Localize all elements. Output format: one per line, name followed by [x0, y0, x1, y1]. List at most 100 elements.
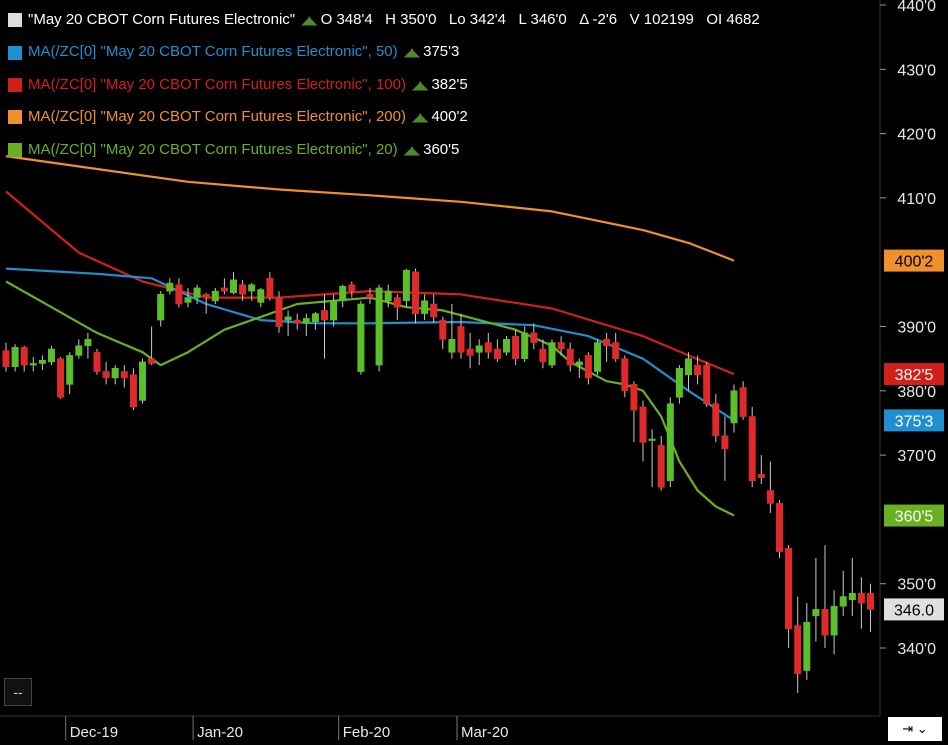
legend-label-ma100: MA(/ZC[0] "May 20 CBOT Corn Futures Elec… [28, 75, 406, 93]
candle-body [621, 358, 629, 392]
candle-body [357, 303, 365, 372]
candle-body [566, 348, 574, 366]
candle-body [2, 350, 10, 367]
price-marker [884, 409, 944, 432]
candle-body [866, 593, 874, 610]
price-marker [884, 504, 944, 527]
candle-body [748, 416, 756, 482]
candle-body [29, 363, 37, 366]
chart-grid [0, 0, 881, 717]
candle-body [411, 271, 419, 314]
candle-body [657, 445, 665, 488]
candle-body [47, 348, 55, 363]
candle-body [166, 282, 174, 292]
candle-body [794, 625, 802, 675]
price-marker-label: 346.0 [894, 602, 934, 619]
candle-body [84, 339, 92, 347]
candle-body [593, 342, 601, 372]
y-axis: 340'0 350'0 370'0 380'0 390'0 410'0 420'0 430'0… [880, 0, 936, 658]
candle-body [448, 339, 456, 353]
candle-body [575, 361, 583, 366]
price-marker-label: 382'5 [895, 367, 934, 384]
candle-body [857, 593, 865, 604]
ma-line [5, 190, 735, 376]
candle-body [612, 342, 620, 359]
candle-body [129, 374, 137, 408]
candle-body [666, 403, 674, 482]
expand-settings-icon: ⇥ ⌄ [902, 721, 928, 736]
candle-body [366, 294, 374, 298]
candle-body [111, 367, 119, 379]
candle-body [375, 287, 383, 366]
candle-body [648, 438, 656, 441]
candle-body [475, 345, 483, 353]
y-tick-label: 380'0 [897, 384, 936, 401]
candle-body [320, 310, 328, 321]
candle-body [775, 503, 783, 552]
candle-body [430, 303, 438, 318]
legend-row-ma100[interactable]: MA(/ZC[0] "May 20 CBOT Corn Futures Elec… [8, 69, 760, 101]
candle-body [284, 316, 292, 321]
candle-body [239, 284, 247, 295]
candle-body [548, 342, 556, 366]
candle-body [521, 332, 529, 359]
ma-line [5, 280, 735, 517]
candle-body [330, 300, 338, 321]
candle-body [66, 355, 74, 385]
legend-row-ma20[interactable]: MA(/ZC[0] "May 20 CBOT Corn Futures Elec… [8, 134, 760, 166]
candle-body [202, 294, 210, 298]
candle-body [730, 390, 738, 424]
candle-body [248, 284, 256, 292]
candle-body [148, 358, 156, 364]
candle-body [766, 490, 774, 504]
candle-body [302, 318, 310, 324]
chart-menu-label: -- [13, 684, 23, 700]
candle-body [684, 358, 692, 376]
wave-settings-icon[interactable]: ◢◣ [301, 13, 318, 27]
candle-body [38, 359, 46, 364]
legend-label-ma200: MA(/ZC[0] "May 20 CBOT Corn Futures Elec… [28, 108, 406, 126]
candle-body [102, 371, 110, 379]
legend-swatch-ma100 [8, 77, 22, 92]
wave-settings-icon[interactable]: ◢◣ [403, 142, 421, 157]
wave-settings-icon[interactable]: ◢◣ [412, 110, 429, 125]
candle-body [512, 335, 520, 359]
wave-settings-icon[interactable]: ◢◣ [412, 77, 429, 92]
candle-body [421, 300, 429, 314]
candle-body [603, 339, 611, 347]
candle-body [348, 284, 356, 292]
candle-body [739, 387, 747, 417]
candle-body [311, 313, 319, 322]
candle-body [712, 403, 720, 437]
legend-row-ma50[interactable]: MA(/ZC[0] "May 20 CBOT Corn Futures Elec… [8, 36, 760, 68]
legend-row-ma200[interactable]: MA(/ZC[0] "May 20 CBOT Corn Futures Elec… [8, 101, 760, 133]
y-tick-label: 410'0 [897, 191, 936, 208]
wave-settings-icon[interactable]: ◢◣ [403, 45, 421, 60]
candle-body [157, 294, 165, 321]
expand-settings-button[interactable]: ⇥ ⌄ [888, 717, 942, 741]
y-tick-label: 370'0 [897, 448, 936, 465]
candle-body [484, 342, 492, 353]
price-marker [884, 363, 944, 386]
candle-body [211, 290, 219, 302]
candle-body [11, 347, 19, 367]
moving-average-lines [5, 155, 735, 517]
candle-body [848, 593, 856, 601]
price-markers: 400'2 382'5 375'3 360'5 346.0 [884, 249, 944, 621]
legend-value-ma50: 375'3 [423, 43, 460, 61]
candle-body [120, 371, 128, 379]
candle-body [639, 406, 647, 443]
legend-swatch-ma20 [8, 142, 22, 157]
legend-swatch-ma50 [8, 45, 22, 60]
candle-body [384, 290, 392, 302]
legend-value-ma20: 360'5 [423, 140, 460, 158]
legend-row-main[interactable]: "May 20 CBOT Corn Futures Electronic" ◢◣… [8, 4, 760, 36]
legend-value-ma100: 382'5 [431, 75, 468, 93]
chart-menu-button[interactable]: -- [4, 678, 32, 706]
candle-body [839, 596, 847, 607]
candle-body [530, 332, 538, 343]
candle-body [175, 284, 183, 305]
candle-body [393, 297, 401, 308]
candle-body [193, 287, 201, 298]
